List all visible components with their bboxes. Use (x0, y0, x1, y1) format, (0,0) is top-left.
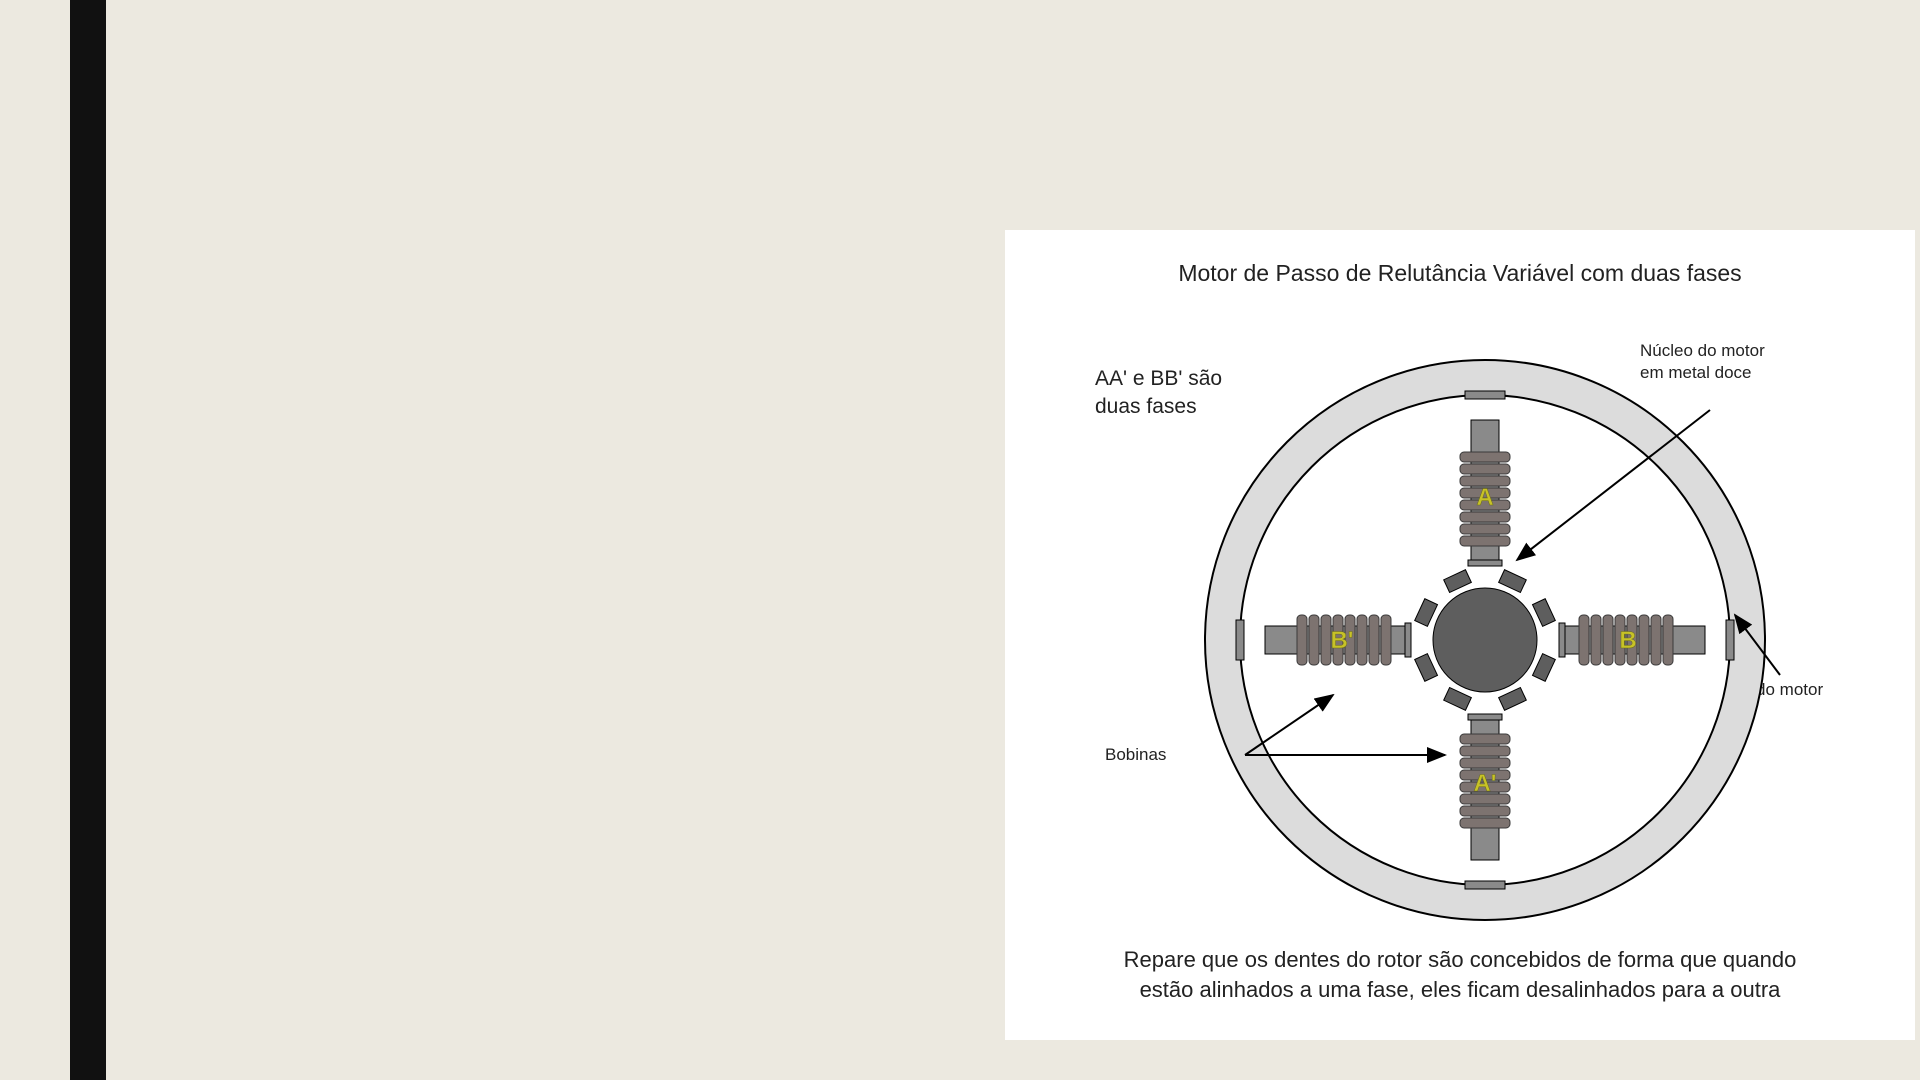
side-stripe (70, 0, 106, 1080)
svg-text:A: A (1476, 484, 1493, 511)
svg-text:A': A' (1473, 770, 1496, 797)
figure-card: Motor de Passo de Relutância Variável co… (1005, 230, 1915, 1040)
slide-page: Motor de Passo de Relutância Variável co… (0, 0, 1920, 1080)
motor-diagram: A B A' B' (1115, 325, 1825, 935)
figure-title: Motor de Passo de Relutância Variável co… (1005, 260, 1915, 287)
svg-text:B: B (1619, 627, 1636, 654)
svg-text:B': B' (1330, 627, 1353, 654)
figure-caption: Repare que os dentes do rotor são conceb… (1005, 945, 1915, 1004)
caption-line1: Repare que os dentes do rotor são conceb… (1005, 945, 1915, 975)
caption-line2: estão alinhados a uma fase, eles ficam d… (1005, 975, 1915, 1005)
